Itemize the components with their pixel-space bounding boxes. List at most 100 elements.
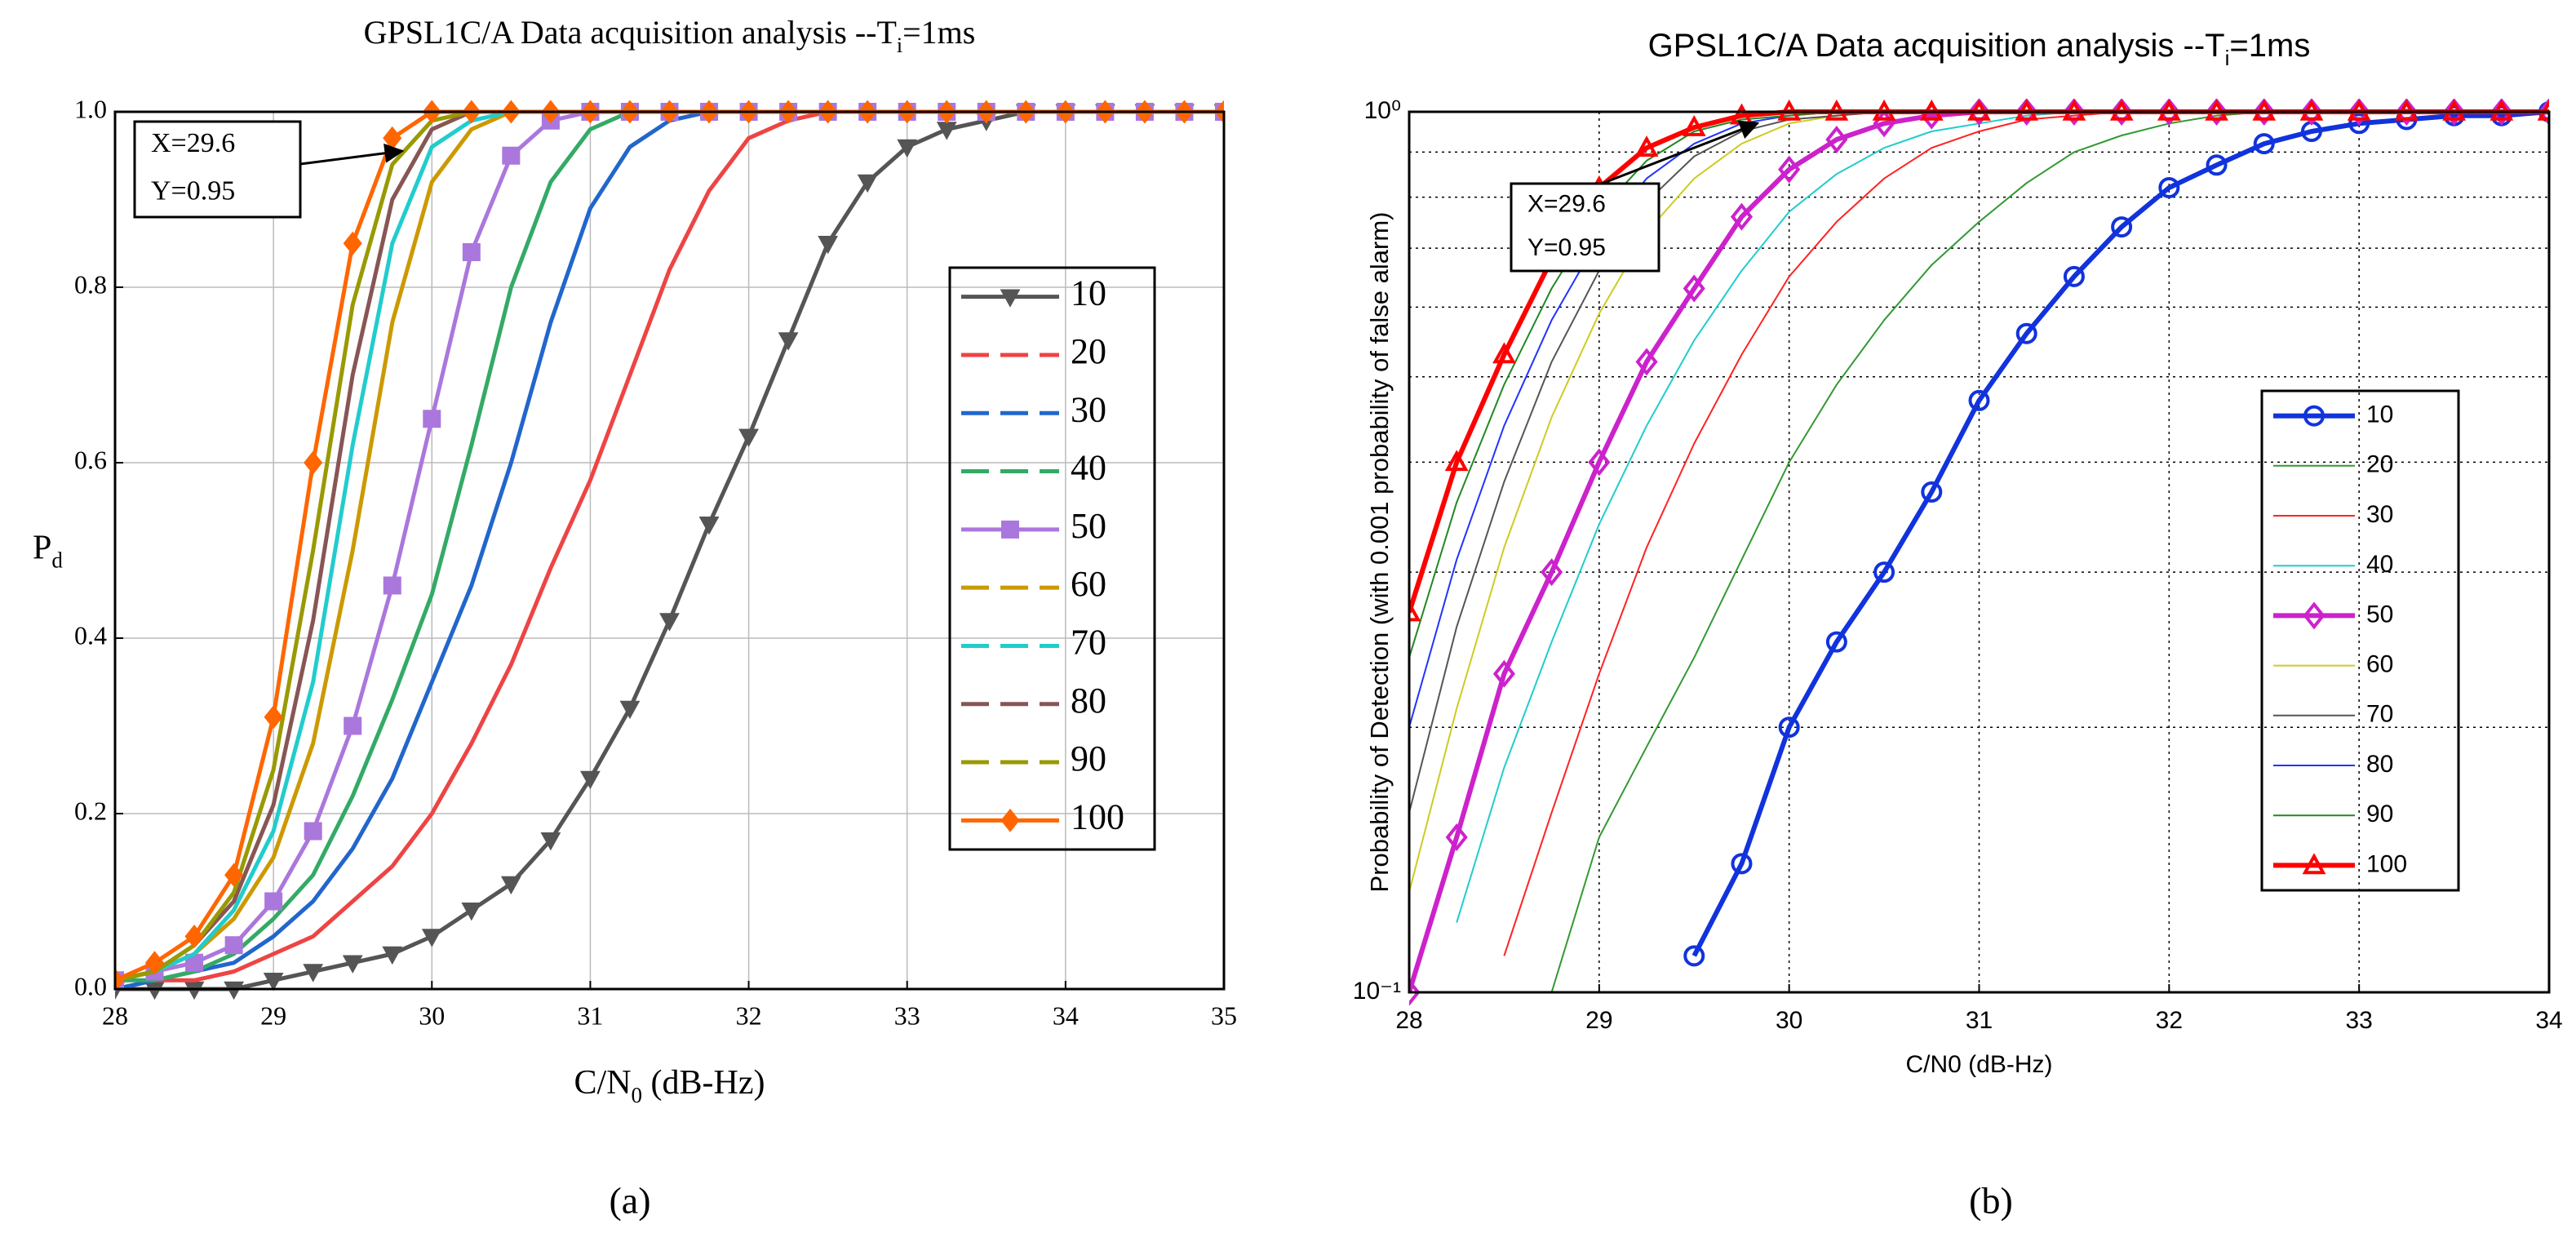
marker: [778, 332, 799, 351]
marker: [2538, 99, 2549, 126]
legend-marker: [1000, 808, 1020, 832]
legend-label: 90: [2366, 801, 2393, 827]
marker: [2063, 265, 2085, 287]
annotation-arrow: [299, 143, 405, 166]
x-tick-label: 29: [260, 1000, 286, 1030]
y-axis-label: Pd: [33, 529, 63, 573]
x-tick-label: 35: [1211, 1000, 1237, 1030]
legend-label: 10: [2366, 401, 2393, 428]
marker: [936, 122, 957, 140]
marker: [1682, 115, 1706, 136]
marker: [2015, 322, 2037, 344]
x-axis-label: C/N0 (dB-Hz): [574, 1064, 765, 1108]
annotation-box: [1510, 182, 1660, 273]
x-tick-label: 33: [2345, 1007, 2372, 1034]
annotation: Y=0.95: [151, 176, 235, 206]
marker: [1683, 945, 1705, 967]
y-axis-label: Probability of Detection (with 0.001 pro…: [1365, 212, 1394, 893]
chart-title: GPSL1C/A Data acquisition analysis --Ti=…: [364, 14, 976, 57]
marker: [2490, 99, 2513, 126]
legend-label: 70: [2366, 701, 2393, 728]
legend-marker: [1000, 289, 1021, 308]
x-tick-label: 31: [1966, 1007, 1993, 1034]
caption: (b): [1969, 1180, 2013, 1222]
marker: [304, 822, 322, 841]
marker: [2063, 99, 2086, 126]
marker: [2395, 99, 2418, 126]
legend-label: 10: [1071, 273, 1106, 313]
marker: [383, 126, 402, 150]
x-tick-label: 30: [1776, 1007, 1802, 1034]
series: [115, 104, 1224, 1000]
marker: [303, 964, 324, 983]
marker: [1588, 448, 1611, 477]
series-line: [115, 109, 1224, 991]
marker: [1730, 202, 1754, 231]
chart-title-subscript: i: [2225, 46, 2230, 70]
x-tick-label: 32: [2156, 1007, 2183, 1034]
marker: [383, 576, 401, 595]
legend-marker: [1001, 520, 1019, 539]
marker: [1634, 135, 1659, 157]
series: [115, 109, 1224, 991]
marker: [1635, 348, 1658, 376]
y-tick-label: 0.8: [74, 269, 107, 299]
legend-label: 40: [1071, 448, 1106, 488]
series: [1683, 101, 2549, 967]
legend-label: 100: [2366, 850, 2407, 877]
x-tick-label: 32: [736, 1000, 762, 1030]
series: [115, 109, 1224, 991]
marker: [344, 716, 362, 735]
marker: [144, 951, 165, 975]
legend-label: 70: [1071, 623, 1106, 663]
marker: [1444, 450, 1469, 472]
marker: [659, 613, 680, 632]
marker: [897, 139, 918, 158]
marker: [2205, 99, 2228, 126]
legend-label: 80: [2366, 751, 2393, 778]
marker: [2443, 99, 2466, 126]
y-tick-label: 0.0: [74, 971, 107, 1000]
y-tick-label: 0.2: [74, 796, 107, 825]
marker: [1492, 342, 1516, 364]
marker: [184, 925, 204, 948]
x-axis-label-subscript: 0: [632, 1083, 643, 1107]
marker: [1409, 978, 1421, 1005]
marker: [2111, 216, 2133, 238]
annotation-arrow: [1601, 120, 1760, 185]
x-tick-label: 29: [1585, 1007, 1612, 1034]
marker: [224, 936, 243, 955]
x-tick-label: 33: [894, 1000, 920, 1030]
marker: [421, 929, 442, 947]
marker: [1873, 561, 1895, 583]
annotation: X=29.6: [151, 128, 235, 158]
marker: [343, 231, 362, 255]
marker: [2157, 99, 2180, 126]
marker: [698, 517, 720, 535]
marker: [2300, 99, 2323, 126]
marker: [115, 968, 125, 992]
marker: [423, 410, 441, 428]
x-tick-label: 31: [577, 1000, 603, 1030]
marker: [304, 450, 323, 475]
marker: [462, 243, 481, 261]
marker: [500, 876, 521, 895]
chart-title-part: =1ms: [902, 14, 975, 51]
legend-marker: [2302, 853, 2326, 875]
marker: [502, 146, 521, 165]
x-axis-label: C/N0 (dB-Hz): [1905, 1051, 2052, 1078]
marker: [1731, 853, 1753, 875]
marker: [2253, 133, 2275, 155]
series-line: [115, 109, 1224, 991]
marker: [461, 903, 482, 921]
marker: [540, 832, 561, 851]
marker: [1683, 274, 1705, 303]
annotation-box: [133, 120, 302, 219]
y-axis-label-subscript: d: [51, 548, 63, 573]
annotation: X=29.6: [1527, 191, 1606, 218]
marker: [1778, 155, 1801, 184]
marker: [264, 705, 283, 730]
subplot: 28 29 30 31 32 33 34 35 0.0 0.2 0.4 0.6 0.8 1.0 10 20 30…: [74, 14, 1237, 1030]
marker: [2348, 99, 2370, 126]
